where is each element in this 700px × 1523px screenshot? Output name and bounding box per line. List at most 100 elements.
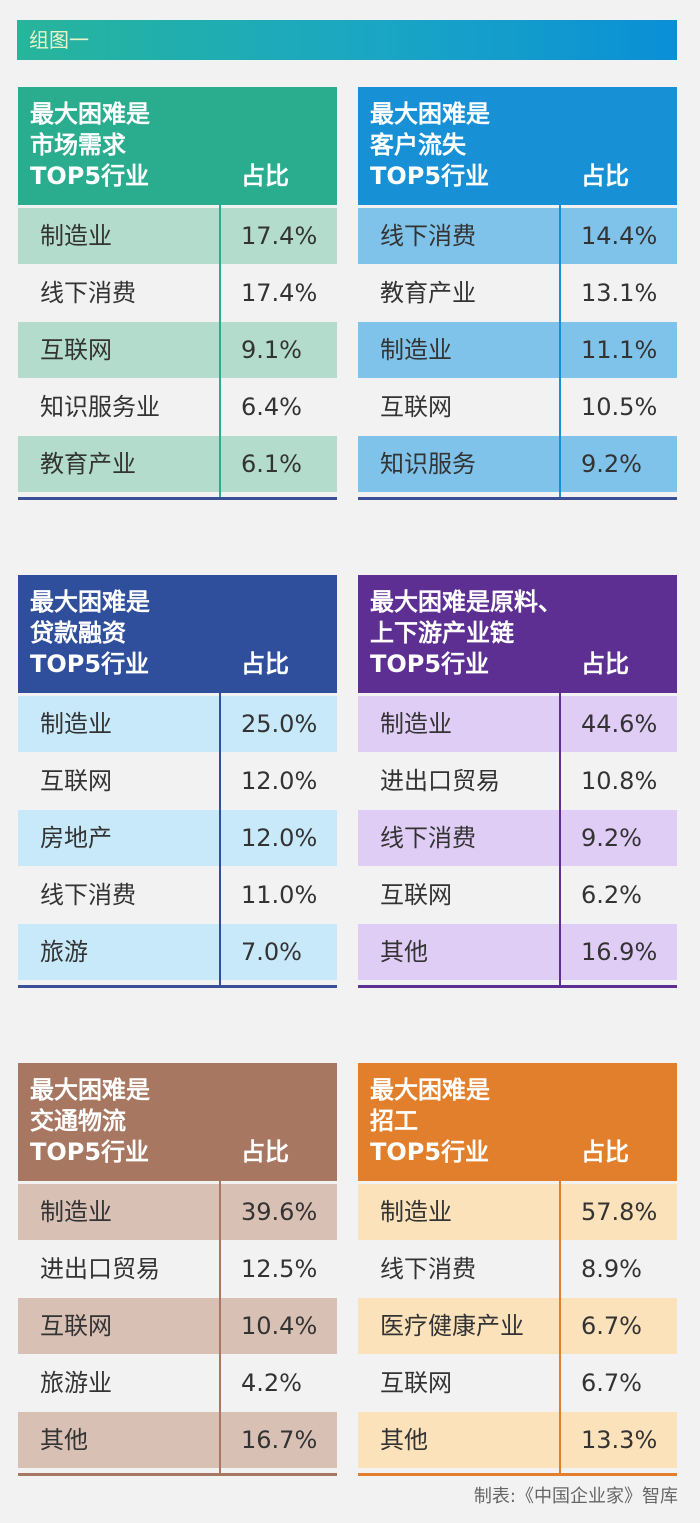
share-value: 39.6% <box>241 1198 318 1226</box>
industry-name: 旅游 <box>40 938 88 966</box>
table-row: 互联网 12.0% <box>18 753 337 809</box>
share-column-header: 占比 <box>241 650 289 678</box>
table-row: 制造业 39.6% <box>18 1184 337 1240</box>
industry-name: 制造业 <box>40 1198 112 1226</box>
table-bottom-rule <box>18 497 337 500</box>
industry-name: 教育产业 <box>380 279 476 307</box>
table-row: 制造业 44.6% <box>358 696 677 752</box>
industry-name: 房地产 <box>40 824 112 852</box>
table-header: 最大困难是 招工 TOP5行业 占比 <box>358 1063 677 1181</box>
column-divider <box>559 1181 561 1473</box>
table-body: 制造业 39.6% 进出口贸易 12.5% 互联网 10.4% 旅游业 4.2% 其他 16.7% <box>18 1181 337 1476</box>
table-title-line: TOP5行业 <box>370 1138 490 1166</box>
share-value: 10.8% <box>581 767 658 795</box>
industry-name: 互联网 <box>380 881 452 909</box>
table-title-line: 上下游产业链 <box>370 619 514 647</box>
table-row: 房地产 12.0% <box>18 810 337 866</box>
share-column-header: 占比 <box>581 650 629 678</box>
industry-name: 互联网 <box>40 767 112 795</box>
table-title-line: 最大困难是原料、 <box>370 588 562 616</box>
table-title-line: 招工 <box>370 1107 418 1135</box>
table-card-loan-financing: 最大困难是 贷款融资 TOP5行业 占比 制造业 25.0% 互联网 12.0% 房地产 12.0… <box>18 575 337 988</box>
share-value: 44.6% <box>581 710 658 738</box>
share-column-header: 占比 <box>581 1138 629 1166</box>
table-bottom-rule <box>18 1473 337 1476</box>
table-row: 知识服务 9.2% <box>358 436 677 492</box>
industry-name: 制造业 <box>380 336 452 364</box>
table-row: 旅游 7.0% <box>18 924 337 980</box>
table-row: 进出口贸易 10.8% <box>358 753 677 809</box>
column-divider <box>219 693 221 985</box>
industry-name: 制造业 <box>380 710 452 738</box>
share-value: 17.4% <box>241 222 318 250</box>
table-bottom-rule <box>358 497 677 500</box>
table-title-line: TOP5行业 <box>30 162 150 190</box>
table-row: 线下消费 17.4% <box>18 265 337 321</box>
share-value: 57.8% <box>581 1198 658 1226</box>
table-body: 制造业 57.8% 线下消费 8.9% 医疗健康产业 6.7% 互联网 6.7% 其他 13.3% <box>358 1181 677 1476</box>
industry-name: 旅游业 <box>40 1369 112 1397</box>
column-divider <box>559 205 561 497</box>
table-title-line: TOP5行业 <box>30 1138 150 1166</box>
share-value: 10.5% <box>581 393 658 421</box>
table-header: 最大困难是原料、 上下游产业链 TOP5行业 占比 <box>358 575 677 693</box>
share-value: 6.4% <box>241 393 302 421</box>
industry-name: 知识服务业 <box>40 393 160 421</box>
table-bottom-rule <box>358 1473 677 1476</box>
share-value: 14.4% <box>581 222 658 250</box>
table-card-logistics: 最大困难是 交通物流 TOP5行业 占比 制造业 39.6% 进出口贸易 12.5% 互联网 10… <box>18 1063 337 1476</box>
industry-name: 其他 <box>40 1426 88 1454</box>
share-value: 6.7% <box>581 1369 642 1397</box>
table-row: 教育产业 13.1% <box>358 265 677 321</box>
share-value: 11.1% <box>581 336 658 364</box>
share-value: 12.0% <box>241 767 318 795</box>
industry-name: 互联网 <box>40 336 112 364</box>
share-column-header: 占比 <box>581 162 629 190</box>
table-bottom-rule <box>18 985 337 988</box>
share-value: 9.1% <box>241 336 302 364</box>
industry-name: 医疗健康产业 <box>380 1312 524 1340</box>
table-header: 最大困难是 交通物流 TOP5行业 占比 <box>18 1063 337 1181</box>
table-row: 医疗健康产业 6.7% <box>358 1298 677 1354</box>
table-row: 线下消费 9.2% <box>358 810 677 866</box>
table-row: 其他 13.3% <box>358 1412 677 1468</box>
share-value: 16.7% <box>241 1426 318 1454</box>
column-divider <box>559 693 561 985</box>
table-row: 进出口贸易 12.5% <box>18 1241 337 1297</box>
share-value: 7.0% <box>241 938 302 966</box>
industry-name: 制造业 <box>40 222 112 250</box>
table-row: 互联网 9.1% <box>18 322 337 378</box>
industry-name: 进出口贸易 <box>380 767 500 795</box>
share-column-header: 占比 <box>241 1138 289 1166</box>
share-value: 4.2% <box>241 1369 302 1397</box>
table-row: 制造业 17.4% <box>18 208 337 264</box>
table-card-market-demand: 最大困难是 市场需求 TOP5行业 占比 制造业 17.4% 线下消费 17.4% 互联网 9.1… <box>18 87 337 500</box>
industry-name: 线下消费 <box>40 881 136 909</box>
table-title-line: 最大困难是 <box>30 100 150 128</box>
table-row: 旅游业 4.2% <box>18 1355 337 1411</box>
industry-name: 其他 <box>380 938 428 966</box>
table-title-line: 最大困难是 <box>30 588 150 616</box>
share-value: 9.2% <box>581 824 642 852</box>
table-title-line: 交通物流 <box>30 1107 126 1135</box>
industry-name: 知识服务 <box>380 450 476 478</box>
industry-name: 制造业 <box>40 710 112 738</box>
share-value: 13.3% <box>581 1426 658 1454</box>
table-row: 其他 16.7% <box>18 1412 337 1468</box>
table-body: 制造业 17.4% 线下消费 17.4% 互联网 9.1% 知识服务业 6.4% 教育产业 6.1… <box>18 205 337 500</box>
industry-name: 线下消费 <box>380 1255 476 1283</box>
share-value: 13.1% <box>581 279 658 307</box>
share-value: 8.9% <box>581 1255 642 1283</box>
share-value: 11.0% <box>241 881 318 909</box>
table-row: 互联网 6.7% <box>358 1355 677 1411</box>
share-value: 6.1% <box>241 450 302 478</box>
table-card-supply-chain: 最大困难是原料、 上下游产业链 TOP5行业 占比制造业 44.6% 进出口贸易 10.8%… <box>358 575 677 988</box>
share-value: 16.9% <box>581 938 658 966</box>
table-row: 线下消费 8.9% <box>358 1241 677 1297</box>
table-title-line: TOP5行业 <box>370 650 490 678</box>
group-banner: 组图一 <box>17 20 677 60</box>
table-title-line: 客户流失 <box>370 131 466 159</box>
table-title-line: 贷款融资 <box>30 619 126 647</box>
share-column-header: 占比 <box>241 162 289 190</box>
table-row: 知识服务业 6.4% <box>18 379 337 435</box>
